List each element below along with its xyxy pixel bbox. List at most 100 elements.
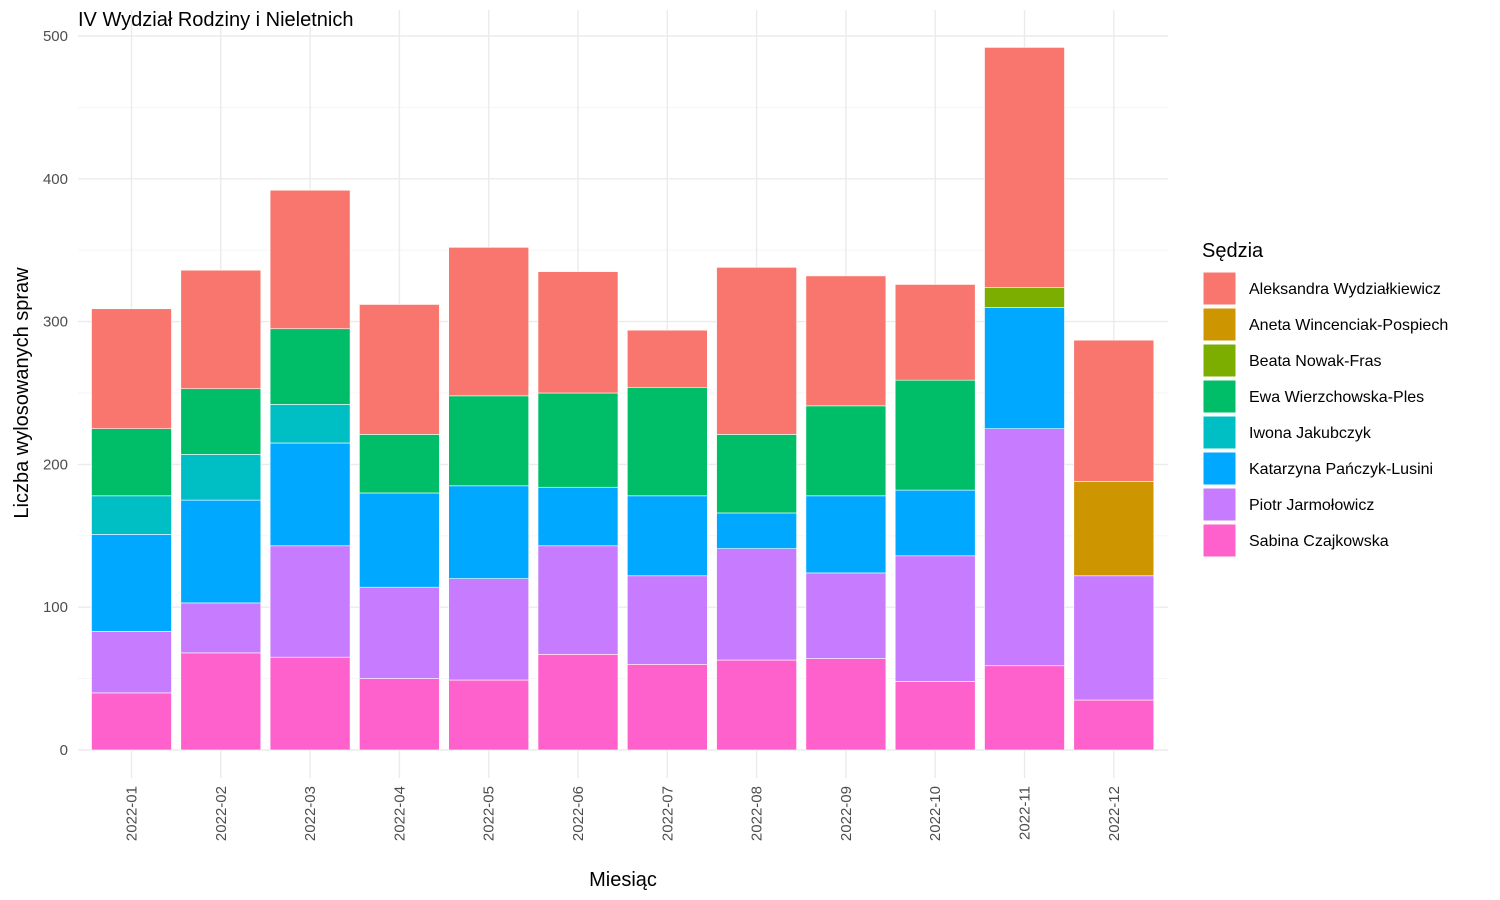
legend-key [1202,451,1237,486]
bar-segment [537,545,619,655]
bar-segment [716,512,797,549]
bar-segment [984,307,1065,430]
bar-segment [716,548,797,661]
legend-key [1202,523,1237,558]
x-tick-label: 2022-11 [1017,786,1034,840]
bar-segment [448,578,530,681]
bar-segment [180,652,262,751]
x-tick-label: 2022-04 [391,786,408,841]
bar-segment [180,602,262,654]
bar-segment [91,631,172,694]
x-axis-ticks: 2022-01 2022-02 2022-03 2022-04 2022-05 2022-… [124,786,1123,841]
bar-segment [894,489,976,557]
legend-label: Aneta Wincenciak-Pospiech [1249,317,1448,334]
bar-segment [805,572,887,659]
legend-key [1202,487,1237,522]
y-tick-label: 400 [43,171,68,188]
x-tick-label: 2022-06 [570,786,587,841]
bar-segment [894,379,976,491]
legend-label: Piotr Jarmołowicz [1249,497,1374,514]
bar-segment [805,275,887,407]
bar-segment [269,545,351,658]
legend-label: Katarzyna Pańczyk-Lusini [1249,461,1433,478]
bar-segment [1073,481,1155,577]
y-tick-label: 500 [43,28,68,45]
legend: Sędzia Aleksandra Wydziałkiewicz Aneta Wi… [1202,240,1448,558]
legend-label: Aleksandra Wydziałkiewicz [1249,281,1441,298]
bar-segment [805,658,887,751]
legend-key [1202,271,1237,306]
bar-segment [1073,575,1155,701]
x-tick-label: 2022-05 [481,786,498,841]
legend-label: Ewa Wierzchowska-Ples [1249,389,1424,406]
bar-segment [448,485,530,579]
bars [91,47,1155,751]
legend-label: Sabina Czajkowska [1249,533,1389,550]
legend-key [1202,307,1237,342]
bar-segment [91,534,172,632]
x-axis-title: Miesiąc [589,869,657,891]
x-tick-label: 2022-07 [659,786,676,841]
bar-segment [805,495,887,574]
x-tick-label: 2022-10 [927,786,944,841]
bar-segment [626,575,708,665]
bar-segment [269,404,351,444]
y-tick-label: 100 [43,599,68,616]
x-tick-label: 2022-08 [749,786,766,841]
y-tick-label: 300 [43,314,68,331]
bar-segment [448,247,530,397]
bar-segment [984,665,1065,751]
bar-segment [91,428,172,497]
bar-segment [180,269,262,390]
bar-segment [448,679,530,751]
bar-segment [537,486,619,547]
bar-segment [91,308,172,429]
bar-segment [269,656,351,751]
bar-segment [359,586,440,679]
y-axis-ticks: 0 100 200 300 400 500 [43,28,68,759]
y-tick-label: 0 [60,742,68,759]
bar-segment [716,267,797,435]
bar-segment [626,329,708,388]
bar-segment [359,304,440,435]
x-tick-label: 2022-03 [302,786,319,841]
bar-segment [359,678,440,751]
bar-segment [180,454,262,501]
bar-segment [1073,339,1155,482]
bar-segment [626,386,708,497]
bar-segment [626,664,708,751]
y-tick-label: 200 [43,456,68,473]
bar-segment [537,654,619,751]
bar-segment [359,492,440,588]
bar-segment [91,692,172,751]
legend-key [1202,415,1237,450]
bar-segment [537,271,619,394]
bar-segment [894,555,976,682]
bar-segment [1073,699,1155,751]
bar-segment [269,442,351,547]
bar-segment [805,405,887,497]
x-tick-label: 2022-12 [1106,786,1123,841]
bar-segment [359,434,440,494]
legend-label: Iwona Jakubczyk [1249,425,1372,442]
y-axis-title: Liczba wylosowanych spraw [11,267,33,519]
legend-label: Beata Nowak-Fras [1249,353,1382,370]
legend-key [1202,379,1237,414]
bar-segment [91,495,172,535]
bar-segment [984,47,1065,288]
bar-segment [180,388,262,455]
x-tick-label: 2022-02 [213,786,230,841]
bar-segment [716,434,797,514]
bar-segment [984,428,1065,667]
bar-segment [984,287,1065,308]
bar-segment [894,284,976,381]
bar-segment [269,328,351,405]
bar-segment [448,395,530,487]
bar-segment [537,392,619,488]
legend-key [1202,343,1237,378]
x-tick-label: 2022-01 [124,786,141,841]
bar-segment [180,499,262,604]
bar-segment [716,659,797,751]
bar-segment [626,495,708,577]
